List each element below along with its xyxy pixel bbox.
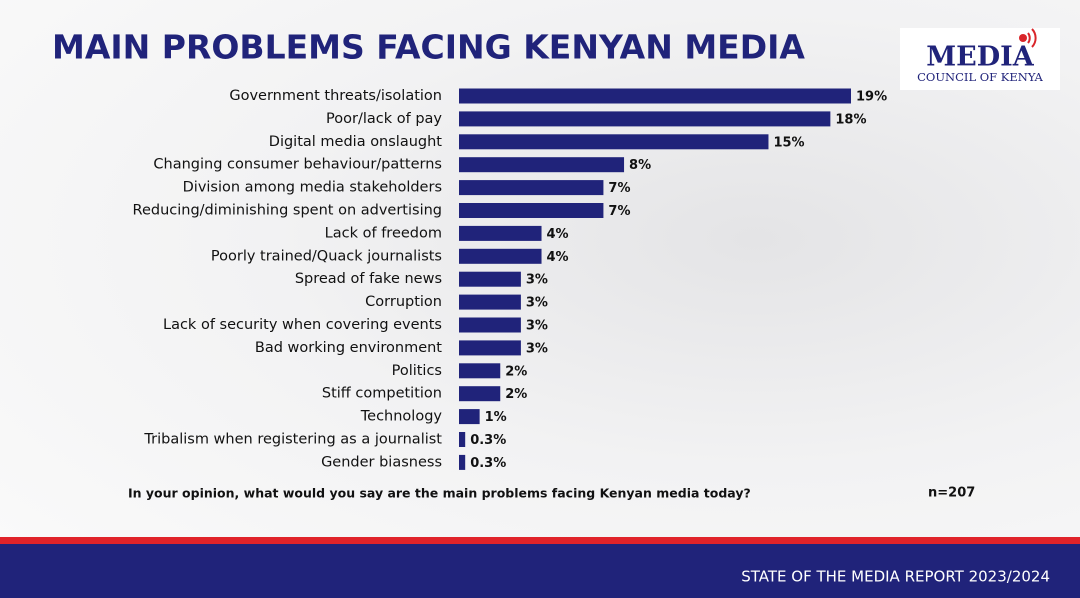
logo-title: MEDIA xyxy=(926,42,1035,73)
bar xyxy=(459,363,501,379)
bar xyxy=(459,432,466,447)
bar xyxy=(459,157,625,173)
footer-stripe xyxy=(0,537,1080,544)
value-label: 1% xyxy=(485,410,507,425)
logo-box xyxy=(900,28,1060,90)
footer-band xyxy=(0,544,1080,598)
category-label: Spread of fake news xyxy=(295,271,442,287)
bar xyxy=(459,203,604,218)
bar xyxy=(459,386,501,402)
value-label: 19% xyxy=(856,90,887,105)
value-label: 3% xyxy=(526,341,548,356)
footer-text: STATE OF THE MEDIA REPORT 2023/2024 xyxy=(741,568,1050,586)
value-label: 3% xyxy=(526,319,548,334)
category-label: Changing consumer behaviour/patterns xyxy=(153,157,442,173)
value-label: 2% xyxy=(505,364,527,379)
bar xyxy=(459,88,851,104)
bar xyxy=(459,180,604,196)
sample-size: n=207 xyxy=(928,486,975,501)
value-label: 7% xyxy=(608,204,630,219)
bar xyxy=(459,271,521,287)
bar xyxy=(459,294,521,310)
value-label: 7% xyxy=(608,181,630,196)
category-label: Corruption xyxy=(365,294,442,310)
bar xyxy=(459,225,542,241)
logo-signal xyxy=(1019,34,1027,42)
category-label: Tribalism when registering as a journali… xyxy=(143,432,442,448)
value-label: 2% xyxy=(505,387,527,402)
category-label: Reducing/diminishing spent on advertisin… xyxy=(133,203,442,219)
category-label: Technology xyxy=(360,409,443,425)
category-label: Stiff competition xyxy=(322,386,442,402)
category-label: Poorly trained/Quack journalists xyxy=(211,248,442,264)
value-label: 4% xyxy=(547,250,569,265)
category-label: Politics xyxy=(392,363,442,379)
bar xyxy=(459,340,521,356)
bar xyxy=(459,317,521,333)
value-label: 0.3% xyxy=(470,456,506,471)
bar xyxy=(459,409,480,425)
category-label: Digital media onslaught xyxy=(269,134,443,150)
chart-title: MAIN PROBLEMS FACING KENYAN MEDIA xyxy=(52,28,805,67)
value-label: 8% xyxy=(629,158,651,173)
value-label: 18% xyxy=(835,112,866,127)
value-label: 0.3% xyxy=(470,433,506,448)
bar xyxy=(459,111,831,127)
category-label: Lack of security when covering events xyxy=(163,317,442,333)
value-label: 15% xyxy=(773,135,804,150)
category-label: Lack of freedom xyxy=(325,225,442,241)
category-label: Bad working environment xyxy=(255,340,442,356)
value-label: 3% xyxy=(526,273,548,288)
bar xyxy=(459,248,542,264)
bar xyxy=(459,454,466,470)
value-label: 3% xyxy=(526,296,548,311)
category-label: Government threats/isolation xyxy=(229,88,442,104)
logo: MEDIA COUNCIL OF KENYA xyxy=(900,28,1060,90)
caption: In your opinion, what would you say are … xyxy=(128,486,751,501)
value-label: 4% xyxy=(547,227,569,242)
logo-signal xyxy=(1027,28,1037,48)
category-label: Poor/lack of pay xyxy=(326,111,442,127)
logo-subtitle: COUNCIL OF KENYA xyxy=(917,70,1043,84)
category-label: Gender biasness xyxy=(321,454,442,470)
bar xyxy=(459,134,769,150)
category-label: Division among media stakeholders xyxy=(183,180,442,196)
